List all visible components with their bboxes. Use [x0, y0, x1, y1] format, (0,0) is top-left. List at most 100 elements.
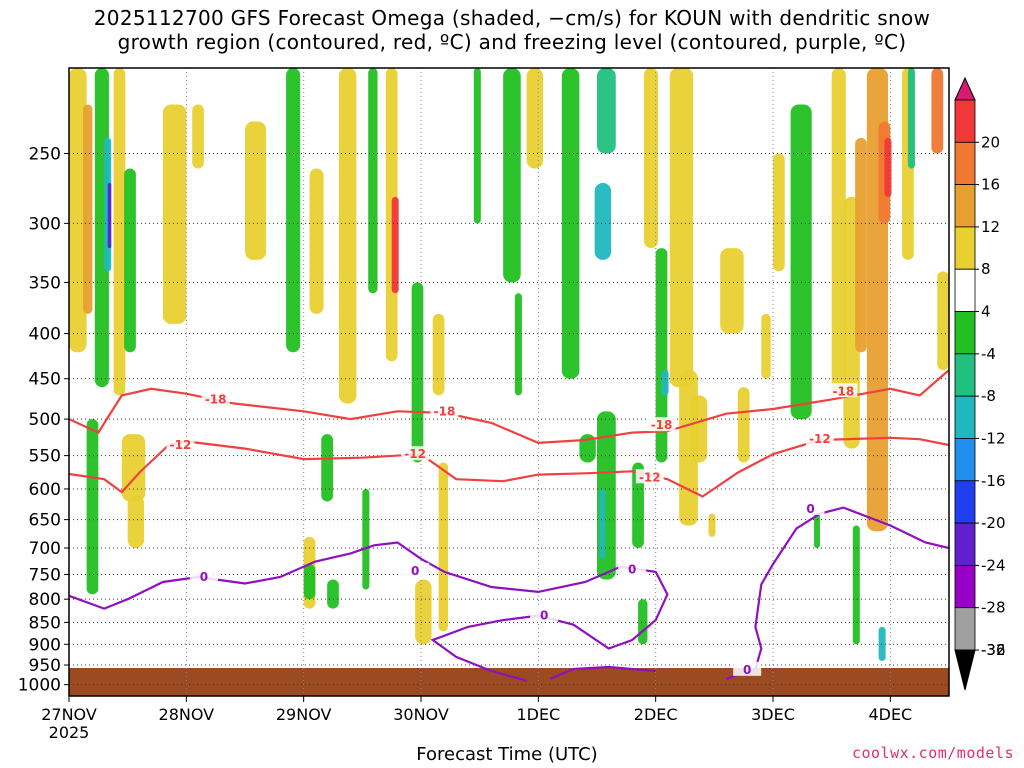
omega-shade-cell-48: [737, 387, 750, 463]
omega-shading: [69, 68, 949, 661]
omega-shade-cell-5: [113, 68, 126, 396]
omega-shade-cell-41: [655, 248, 668, 463]
omega-shade-cell-6: [124, 168, 136, 353]
omega-shade-cell-4: [107, 182, 112, 249]
contour-label-1-2: -12: [639, 470, 661, 484]
omega-shade-cell-58: [884, 137, 892, 197]
y-tick-label-12: 850: [29, 613, 61, 633]
omega-shade-cell-26: [415, 579, 432, 645]
y-tick-label-6: 550: [29, 447, 61, 467]
x-tick-label-6: 3DEC: [751, 705, 795, 724]
contour-label-2-2: 0: [540, 609, 548, 623]
chart-title-line-2: growth region (contoured, red, ºC) and f…: [117, 30, 907, 54]
y-tick-label-14: 950: [29, 656, 61, 676]
y-axis: 2503003504004505005506006507007508008509…: [18, 144, 69, 696]
x-tick-label-3: 30NOV: [393, 705, 449, 724]
colorbar-band-5: [954, 268, 976, 312]
y-tick-label-4: 450: [29, 370, 61, 390]
omega-shade-cell-46: [708, 513, 716, 537]
contour-label-bg-0-3: [829, 383, 858, 398]
omega-shade-cell-8: [127, 495, 145, 549]
omega-shade-cell-64: [937, 271, 949, 371]
colorbar-label-0: 20: [981, 133, 1000, 151]
omega-shade-cell-52: [814, 513, 820, 549]
y-tick-label-11: 800: [29, 590, 61, 610]
colorbar-label-4: 4: [981, 303, 991, 321]
omega-shade-cell-9: [86, 419, 99, 595]
x-axis: 27NOV 28NOV 29NOV 30NOV 1DEC 2DEC 3DEC 4DEC 2025: [41, 696, 912, 742]
colorbar-label-7: -12: [981, 429, 1006, 447]
omega-shade-cell-45: [690, 395, 708, 463]
x-tick-label-0: 27NOV: [41, 705, 97, 724]
y-tick-label-8: 650: [29, 511, 61, 531]
colorbar-label-9: -20: [981, 514, 1006, 532]
colorbar-band-1: [954, 99, 976, 143]
contour-label-bg-2-0: [189, 568, 218, 583]
colorbar-band-4: [954, 226, 976, 270]
y-tick-label-10: 750: [29, 565, 61, 585]
omega-shade-cell-13: [286, 68, 301, 353]
y-tick-label-3: 400: [29, 325, 61, 345]
contour-label-1-3: -12: [809, 432, 831, 446]
omega-shade-cell-53: [831, 68, 846, 396]
omega-shade-cell-0: [69, 68, 87, 353]
omega-shade-cell-24: [411, 282, 424, 463]
omega-shade-cell-51: [790, 104, 812, 420]
contour-label-0-3: -18: [833, 384, 855, 398]
omega-shade-cell-10: [162, 104, 187, 324]
omega-shade-cell-11: [192, 104, 204, 169]
colorbar-band-6: [954, 311, 976, 355]
omega-shade-cell-15: [321, 434, 333, 502]
omega-shade-cell-35: [597, 68, 616, 154]
contour-lines: -18 -18 -18 -18 -12 -12 -12 -12 0 0 0 0 0 0: [69, 369, 949, 682]
omega-shade-cell-33: [579, 434, 596, 463]
colorbar-band-3: [954, 184, 976, 228]
omega-shade-cell-20: [368, 68, 378, 294]
colorbar-label-13: -36: [981, 641, 1006, 659]
y-tick-label-9: 700: [29, 539, 61, 559]
colorbar-label-8: -16: [981, 472, 1006, 490]
omega-shade-cell-32: [561, 68, 580, 379]
colorbar-band-7: [954, 353, 976, 397]
contour-label-2-3: 0: [628, 562, 636, 576]
y-tick-label-1: 300: [29, 214, 61, 234]
omega-shade-cell-29: [503, 68, 521, 283]
contour-label-bg-2-3: [618, 561, 647, 576]
y-tick-label-5: 500: [29, 410, 61, 430]
contour-label-bg-0-0: [201, 391, 230, 406]
contour-line-0: [69, 369, 949, 445]
omega-shade-cell-38: [632, 462, 644, 549]
omega-shade-cell-27: [438, 462, 448, 632]
omega-shade-cell-40: [638, 599, 648, 645]
omega-shade-cell-50: [773, 153, 785, 272]
colorbar-top-triangle: [954, 76, 976, 101]
x-tick-label-4: 1DEC: [516, 705, 560, 724]
colorbar: 20 16 12 8 4 -4 -8 -12 -16 -20 -24 -28 -32-36: [954, 76, 1006, 691]
contour-label-0-2: -18: [651, 418, 673, 432]
colorbar-label-2: 12: [981, 218, 1000, 236]
contour-label-2-1: 0: [411, 564, 419, 578]
omega-shade-cell-63: [878, 626, 886, 661]
omega-shade-cell-1: [83, 104, 93, 314]
y-tick-label-7: 600: [29, 480, 61, 500]
omega-shade-cell-25: [432, 313, 445, 396]
colorbar-band-11: [954, 522, 976, 566]
y-tick-label-15: 1000: [18, 676, 61, 696]
colorbar-band-10: [954, 480, 976, 524]
contour-label-2-0: 0: [200, 570, 208, 584]
colorbar-label-10: -24: [981, 556, 1006, 574]
omega-shade-cell-12: [245, 121, 267, 260]
omega-shade-cell-30: [514, 293, 522, 396]
x-tick-label-2: 29NOV: [276, 705, 332, 724]
omega-shade-cell-60: [907, 68, 915, 169]
colorbar-label-3: 8: [981, 260, 991, 278]
colorbar-label-5: -4: [981, 345, 996, 363]
omega-shade-cell-62: [852, 525, 860, 645]
contour-label-bg-1-2: [635, 469, 664, 484]
x-tick-label-5: 2DEC: [634, 705, 678, 724]
watermark: coolwx.com/models: [851, 744, 1014, 762]
omega-shade-cell-28: [473, 68, 481, 224]
contour-label-bg-1-0: [166, 437, 195, 452]
y-tick-label-0: 250: [29, 144, 61, 164]
omega-shade-cell-34: [594, 182, 612, 260]
